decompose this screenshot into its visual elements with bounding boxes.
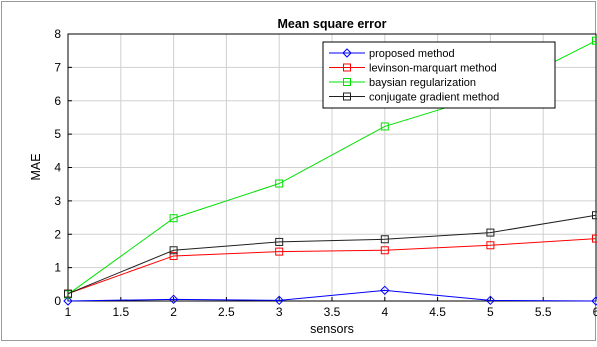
legend: proposed method levinson-marquart method b…: [323, 42, 555, 108]
y-tick-label: 1: [54, 261, 61, 275]
legend-label: baysian regularization: [369, 77, 476, 89]
y-tick-label: 3: [54, 194, 61, 208]
y-tick-label: 4: [54, 161, 61, 175]
x-tick-label: 5: [487, 305, 494, 319]
x-tick-label: 1: [65, 305, 72, 319]
x-axis-label: sensors: [310, 322, 354, 336]
x-tick-label: 2.5: [218, 305, 235, 319]
y-tick-label: 8: [54, 27, 61, 41]
x-tick-label: 2: [170, 305, 177, 319]
x-tick-label: 4: [381, 305, 388, 319]
x-tick-label: 4.5: [429, 305, 446, 319]
chart-title: Mean square error: [277, 17, 386, 31]
x-tick-label: 1.5: [112, 305, 129, 319]
y-tick-label: 6: [54, 94, 61, 108]
x-tick-label: 3.5: [324, 305, 341, 319]
y-tick-label: 5: [54, 127, 61, 141]
x-tick-label: 6: [593, 305, 597, 319]
y-axis-label: MAE: [29, 153, 43, 180]
legend-label: conjugate gradient method: [369, 92, 499, 104]
legend-label: proposed method: [369, 48, 455, 60]
legend-label: levinson-marquart method: [369, 63, 497, 75]
y-tick-label: 2: [54, 227, 61, 241]
x-tick-label: 3: [276, 305, 283, 319]
y-tick-label: 7: [54, 60, 61, 74]
y-tick-label: 0: [54, 294, 61, 308]
x-tick-label: 5.5: [535, 305, 552, 319]
